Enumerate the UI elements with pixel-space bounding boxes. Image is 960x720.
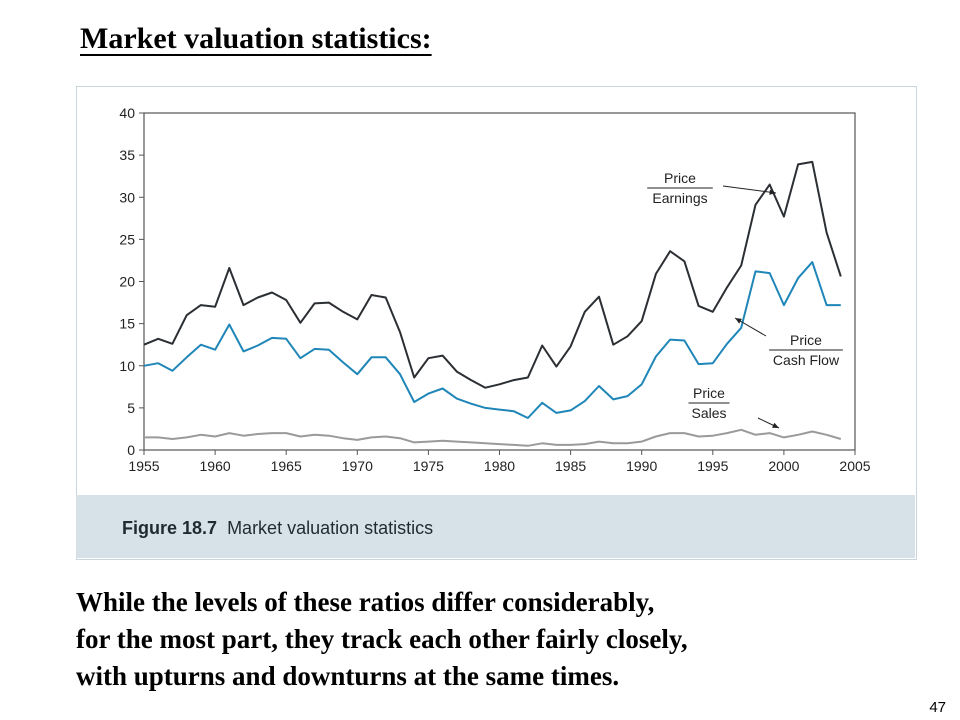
label-price-sales-arrowhead [772,422,779,428]
label-price-earnings-numerator: Price [664,170,696,186]
slide-body: While the levels of these ratios differ … [76,584,688,695]
y-tick-label: 40 [119,105,135,121]
label-price-cash-flow-numerator: Price [790,332,822,348]
figure-caption-bar [76,495,915,558]
x-tick-label: 1955 [128,458,159,474]
series-line-price-cash-flow [143,261,841,419]
figure-caption: Figure 18.7 Market valuation statistics [122,518,433,539]
x-tick-label: 1980 [484,458,515,474]
x-tick-label: 1985 [555,458,586,474]
body-line-1: While the levels of these ratios differ … [76,587,655,617]
y-tick-label: 10 [119,358,135,374]
x-tick-label: 2005 [839,458,870,474]
y-tick-label: 35 [119,147,135,163]
x-tick-label: 1975 [413,458,444,474]
body-line-3: with upturns and downturns at the same t… [76,661,620,691]
series-line-price-sales [144,428,842,447]
x-tick-label: 2000 [768,458,799,474]
label-price-cash-flow-arrowhead [735,318,742,324]
y-tick-label: 5 [127,400,135,416]
figure-panel [76,86,917,560]
x-tick-label: 1960 [200,458,231,474]
series-line-price-earnings [143,160,842,389]
x-tick-label: 1995 [697,458,728,474]
label-price-earnings-denominator: Earnings [652,190,707,206]
y-tick-label: 20 [119,274,135,290]
figure-caption-text: Market valuation statistics [227,518,434,538]
slide-title: Market valuation statistics: [80,22,432,55]
label-price-cash-flow-denominator: Cash Flow [773,352,840,368]
y-tick-label: 15 [119,316,135,332]
x-tick-label: 1990 [626,458,657,474]
label-price-earnings-arrow [722,185,777,194]
figure-caption-label: Figure 18.7 [122,518,218,538]
label-price-earnings-arrowhead [769,189,776,195]
y-tick-label: 30 [119,189,135,205]
x-tick-label: 1970 [342,458,373,474]
body-line-2: for the most part, they track each other… [76,624,688,654]
label-price-sales-denominator: Sales [691,405,726,421]
plot-frame [143,112,856,451]
label-price-sales-numerator: Price [693,385,725,401]
y-tick-label: 0 [127,442,135,458]
x-tick-label: 1965 [271,458,302,474]
y-tick-label: 25 [119,231,135,247]
page-number: 47 [929,699,946,716]
